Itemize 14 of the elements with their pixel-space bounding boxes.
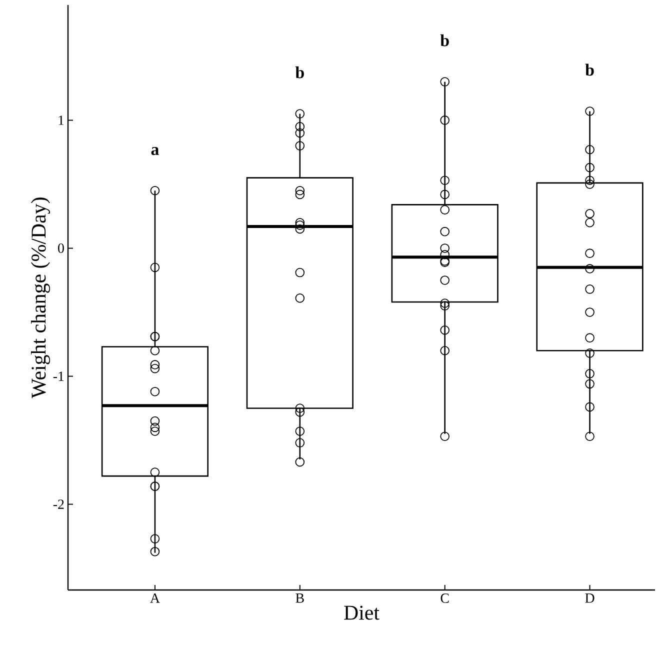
x-tick-label: C	[440, 594, 449, 603]
annotation: b	[440, 34, 449, 46]
x-tick-label: A	[150, 594, 160, 603]
y-axis-title: Weight change (%/Day)	[30, 198, 50, 398]
annotation: b	[585, 64, 594, 76]
y-tick-label: -1	[53, 372, 64, 381]
x-axis-title: Diet	[344, 606, 380, 620]
x-tick-label: B	[296, 594, 304, 603]
annotation: b	[295, 66, 304, 78]
y-tick-label: 0	[58, 244, 64, 253]
y-tick-label: 1	[58, 116, 64, 125]
y-tick-label: -2	[53, 500, 64, 509]
x-tick-label: D	[585, 594, 594, 603]
annotation: a	[151, 146, 159, 156]
